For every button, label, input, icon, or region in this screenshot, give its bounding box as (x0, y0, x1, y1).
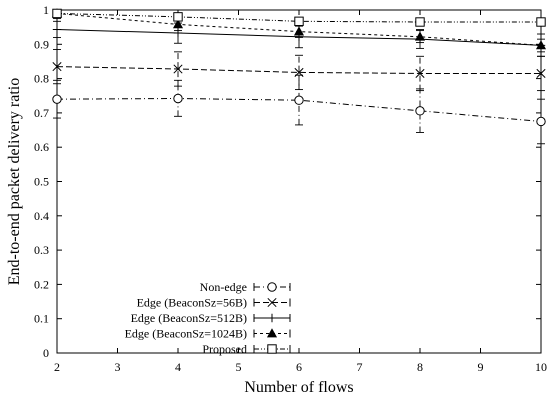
data-point (414, 31, 426, 41)
y-tick-label: 0.1 (34, 312, 49, 326)
legend-marker (267, 282, 277, 292)
y-tick-label: 0.8 (34, 72, 49, 86)
x-tick-label: 10 (535, 360, 547, 374)
y-tick-label: 1 (43, 3, 49, 17)
data-point (535, 40, 547, 50)
series-line (56, 12, 541, 23)
series-1 (52, 48, 546, 92)
x-tick-label: 8 (417, 360, 423, 374)
legend-entry: Edge (BeaconSz=1024B) (125, 327, 291, 341)
y-tick-label: 0.7 (34, 106, 49, 120)
data-point (173, 93, 183, 104)
y-tick-label: 0.5 (34, 175, 49, 189)
series-4 (52, 8, 546, 27)
data-point (52, 94, 62, 104)
data-point (293, 26, 305, 36)
data-point (52, 62, 62, 72)
legend-marker (267, 344, 277, 354)
x-tick-label: 3 (115, 360, 121, 374)
x-axis-label: Number of flows (244, 379, 353, 396)
x-tick-label: 6 (296, 360, 302, 374)
data-point (415, 106, 425, 116)
data-point (294, 95, 304, 105)
y-tick-label: 0 (43, 346, 49, 360)
y-tick-label: 0.4 (34, 209, 49, 223)
legend-entry: Proposed (202, 342, 291, 356)
x-tick-label: 2 (54, 360, 60, 374)
data-point (173, 64, 183, 74)
legend-entry: Edge (BeaconSz=56B) (137, 296, 291, 310)
x-tick-label: 9 (478, 360, 484, 374)
legend-label: Proposed (202, 342, 247, 356)
x-tick-label: 5 (236, 360, 242, 374)
legend-marker (267, 297, 277, 308)
data-point (536, 68, 546, 79)
legend-marker (267, 313, 277, 323)
data-point (52, 8, 62, 19)
legend-label: Non-edge (200, 280, 247, 294)
data-point (173, 12, 183, 22)
legend-marker (266, 328, 278, 338)
data-point (536, 116, 546, 127)
x-tick-label: 7 (357, 360, 363, 374)
data-point (294, 67, 304, 77)
data-point (172, 19, 184, 29)
data-point (415, 17, 425, 27)
legend-entry: Edge (BeaconSz=512B) (131, 311, 291, 325)
x-tick-label: 4 (175, 360, 181, 374)
y-tick-label: 0.6 (34, 140, 49, 154)
legend-label: Edge (BeaconSz=56B) (137, 296, 247, 310)
data-point (415, 68, 425, 79)
data-point (536, 17, 546, 27)
legend-label: Edge (BeaconSz=1024B) (125, 327, 247, 341)
series-line (56, 97, 542, 122)
legend-entry: Non-edge (200, 280, 291, 294)
data-point (294, 16, 304, 27)
data-point (52, 25, 62, 34)
legend-label: Edge (BeaconSz=512B) (131, 311, 247, 325)
y-tick-label: 0.9 (34, 37, 49, 51)
y-tick-label: 0.3 (34, 243, 49, 257)
y-tick-label: 0.2 (34, 277, 49, 291)
y-axis-label: End-to-end packet delivery ratio (6, 78, 23, 285)
